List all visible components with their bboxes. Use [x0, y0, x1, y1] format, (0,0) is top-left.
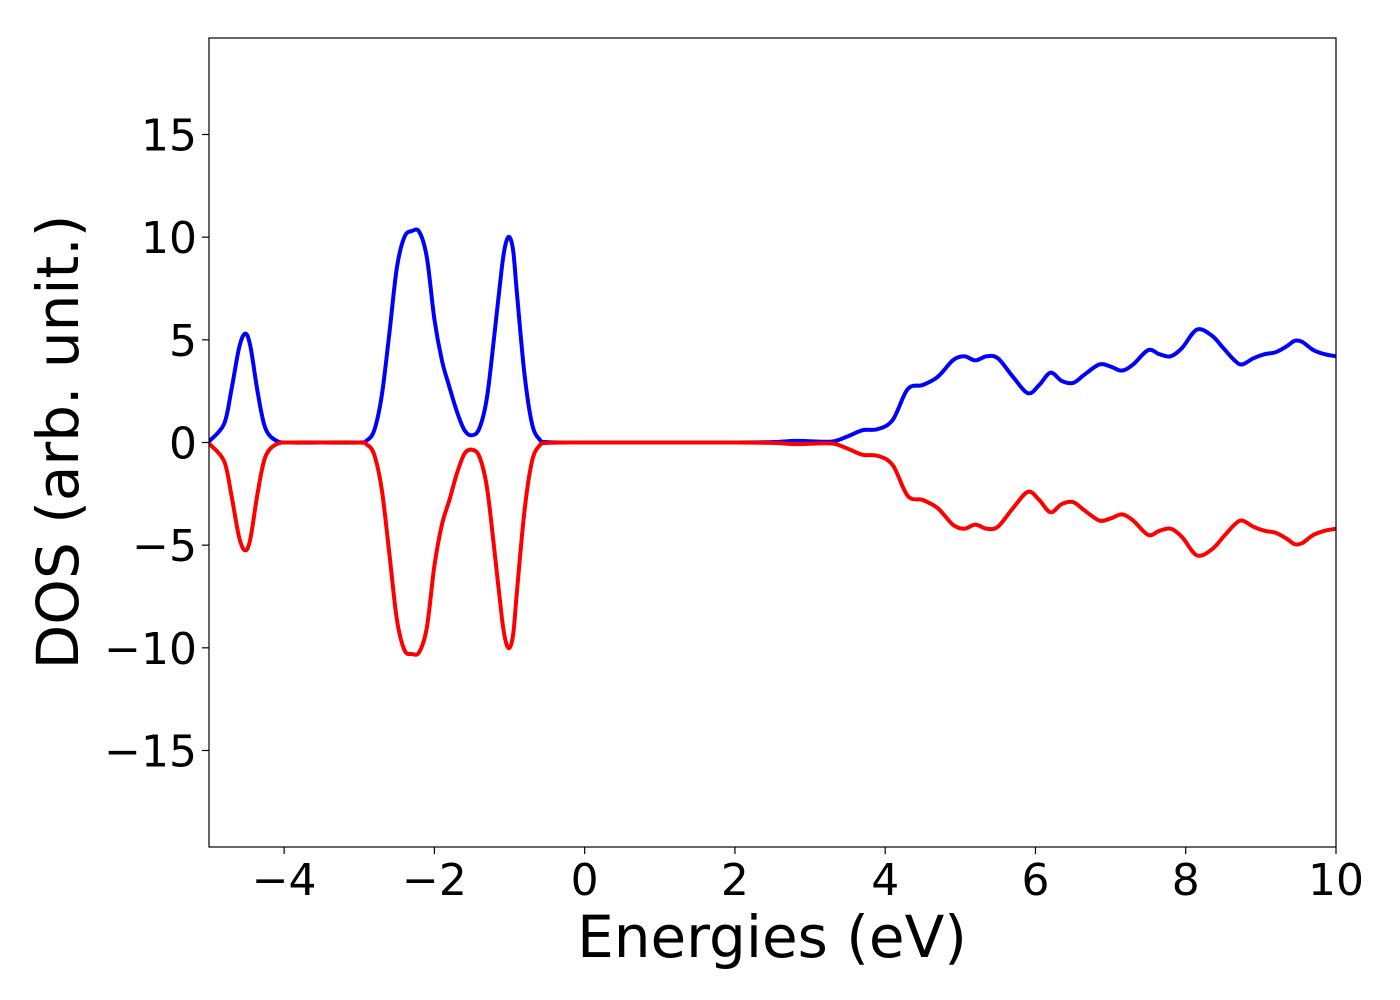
- y-tick-label: 5: [169, 316, 197, 367]
- x-tick-label: 6: [1021, 855, 1049, 906]
- x-tick-label: −4: [252, 855, 317, 906]
- y-tick-label: 15: [141, 111, 197, 162]
- y-tick-label: −10: [104, 624, 197, 675]
- y-tick-label: 0: [169, 419, 197, 470]
- x-tick-label: 0: [571, 855, 599, 906]
- y-axis-title: DOS (arb. unit.): [24, 215, 92, 670]
- x-tick-label: −2: [402, 855, 467, 906]
- y-axis-ticks: −15 −10 −5 0 5 10 15: [104, 111, 209, 777]
- x-tick-label: 8: [1172, 855, 1200, 906]
- y-tick-label: −15: [104, 726, 197, 777]
- series-layer: [209, 227, 1336, 657]
- y-tick-label: −5: [132, 521, 197, 572]
- y-tick-label: 10: [141, 213, 197, 264]
- series-line-blue: [209, 227, 1336, 445]
- x-tick-label: 4: [871, 855, 899, 906]
- x-tick-label: 10: [1308, 855, 1364, 906]
- series-line-red: [209, 440, 1336, 657]
- x-tick-label: 2: [721, 855, 749, 906]
- x-axis-ticks: −4 −2 0 2 4 6 8 10: [252, 847, 1364, 906]
- x-axis-title: Energies (eV): [577, 903, 967, 971]
